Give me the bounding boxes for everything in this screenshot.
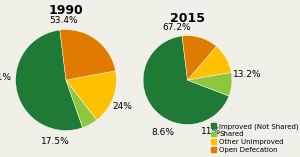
- Text: 17.5%: 17.5%: [40, 137, 69, 146]
- Wedge shape: [143, 36, 229, 125]
- Text: 5.1%: 5.1%: [0, 73, 11, 82]
- Wedge shape: [188, 72, 232, 96]
- Legend: Improved (Not Shared), Shared, Other Unimproved, Open Defecation: Improved (Not Shared), Shared, Other Uni…: [210, 122, 299, 154]
- Title: 2015: 2015: [170, 12, 205, 24]
- Text: 11%: 11%: [200, 127, 221, 136]
- Text: 13.2%: 13.2%: [233, 70, 262, 79]
- Wedge shape: [66, 80, 97, 128]
- Text: 24%: 24%: [112, 102, 132, 111]
- Title: 1990: 1990: [49, 4, 83, 17]
- Text: 67.2%: 67.2%: [162, 23, 191, 32]
- Text: 53.4%: 53.4%: [49, 16, 78, 25]
- Wedge shape: [60, 30, 116, 80]
- Wedge shape: [182, 36, 216, 80]
- Wedge shape: [66, 71, 116, 120]
- Wedge shape: [188, 46, 231, 80]
- Text: 8.6%: 8.6%: [152, 128, 175, 137]
- Wedge shape: [16, 30, 82, 130]
